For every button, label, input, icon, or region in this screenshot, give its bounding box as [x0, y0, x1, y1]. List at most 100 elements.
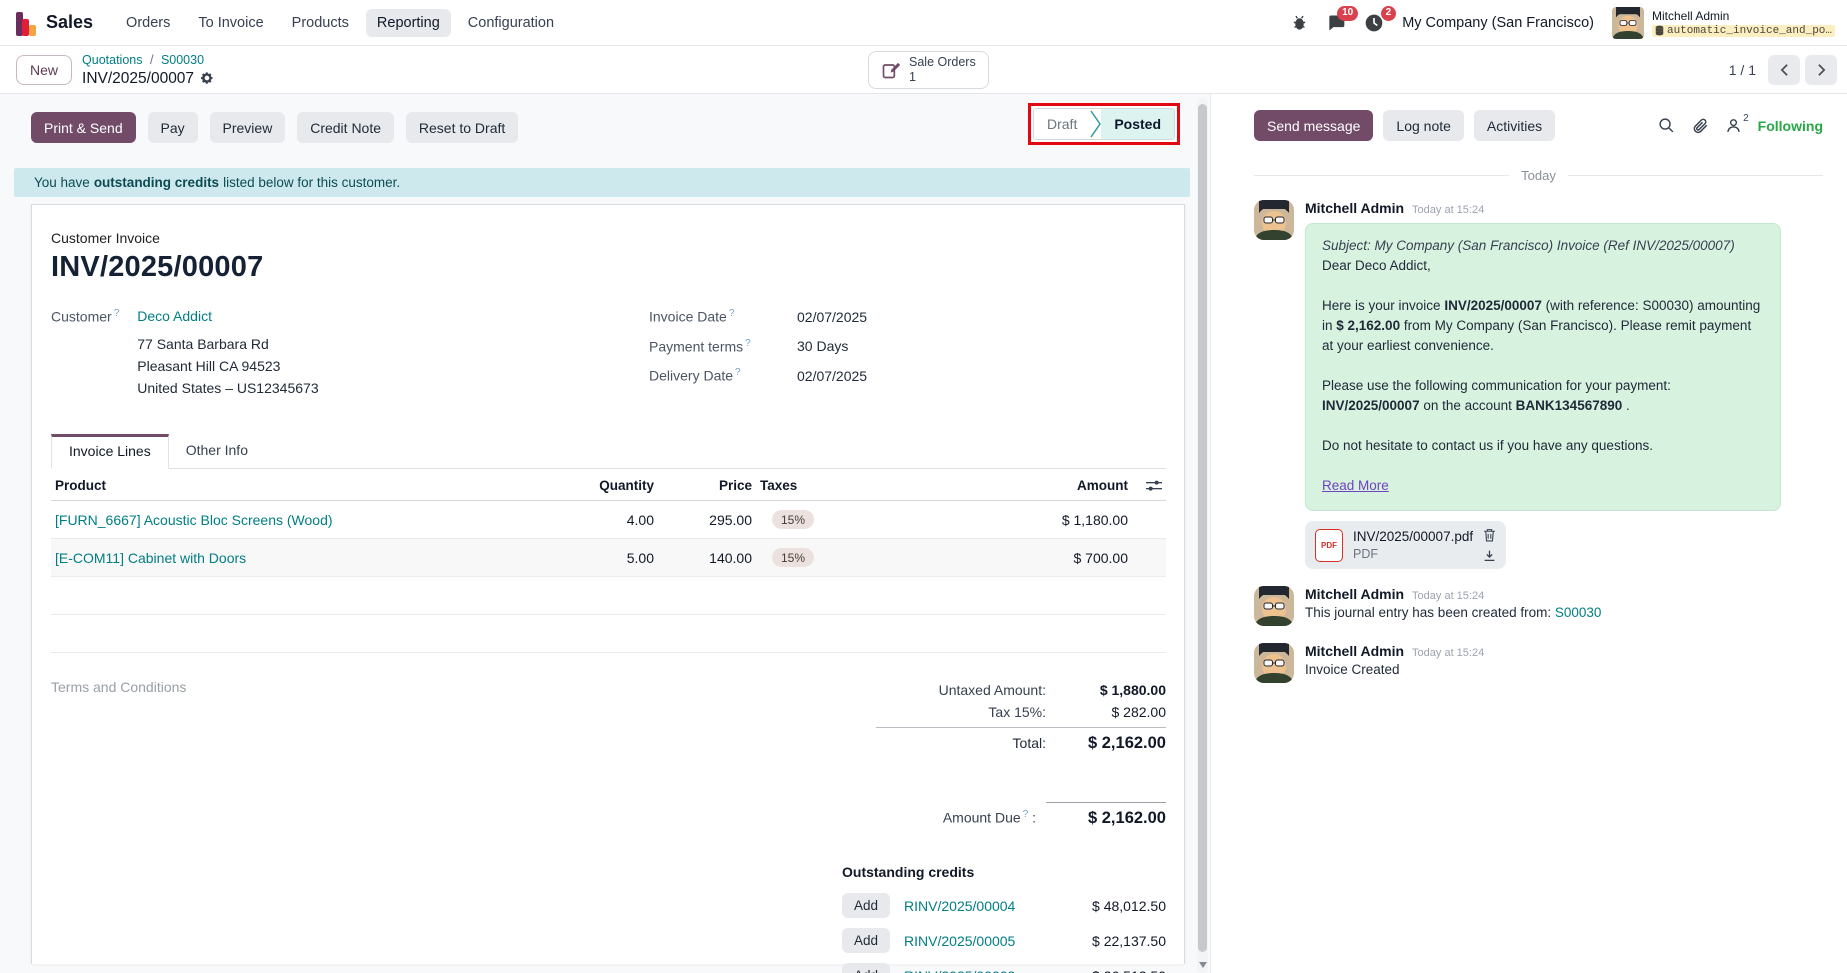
optional-columns-icon[interactable] [1132, 469, 1166, 501]
messages-icon[interactable]: 10 [1326, 5, 1359, 33]
credit-note-button[interactable]: Credit Note [297, 112, 395, 143]
product-link[interactable]: [E-COM11] Cabinet with Doors [55, 549, 247, 566]
price-cell[interactable]: 295.00 [658, 500, 756, 539]
add-credit-button[interactable]: Add [842, 963, 891, 973]
reset-to-draft-button[interactable]: Reset to Draft [405, 112, 519, 143]
preview-button[interactable]: Preview [209, 112, 286, 143]
avatar [1254, 200, 1294, 240]
table-row: [E-COM11] Cabinet with Doors 5.00 140.00… [51, 538, 1166, 577]
add-credit-button[interactable]: Add [842, 893, 891, 918]
payment-terms-value[interactable]: 30 Days [797, 338, 849, 355]
tab-other-info[interactable]: Other Info [185, 442, 248, 458]
pager-previous-button[interactable] [1768, 55, 1800, 85]
database-icon [1655, 25, 1664, 36]
following-toggle[interactable]: Following [1757, 117, 1823, 134]
message-author[interactable]: Mitchell Admin [1305, 200, 1405, 216]
header-taxes: Taxes [756, 469, 944, 501]
message-author[interactable]: Mitchell Admin [1305, 586, 1405, 602]
message-body: Invoice Created [1305, 662, 1400, 677]
attachments-icon[interactable] [1691, 117, 1709, 135]
read-more-link[interactable]: Read More [1322, 478, 1389, 493]
add-credit-button[interactable]: Add [842, 928, 891, 953]
status-arrow-icon [1090, 109, 1102, 139]
pay-button[interactable]: Pay [147, 112, 198, 143]
tax-tag[interactable]: 15% [772, 510, 815, 529]
email-greeting: Dear Deco Addict, [1322, 258, 1431, 273]
delivery-date-value[interactable]: 02/07/2025 [797, 367, 868, 384]
help-mark: ? [113, 308, 120, 319]
invoice-sheet: Customer Invoice INV/2025/00007 Customer… [31, 204, 1185, 973]
delete-attachment-icon[interactable] [1483, 528, 1496, 542]
tax-tag[interactable]: 15% [772, 548, 815, 567]
table-header-row: Product Quantity Price Taxes Amount [51, 469, 1166, 501]
message-time: Today at 15:24 [1412, 204, 1485, 216]
message-email: Mitchell Admin Today at 15:24 Subject: M… [1254, 200, 1823, 569]
invoice-date-value[interactable]: 02/07/2025 [797, 308, 868, 325]
scrollbar-down-arrow[interactable] [1198, 960, 1207, 970]
send-message-button[interactable]: Send message [1254, 110, 1374, 141]
odoo-logo-icon [16, 10, 36, 36]
sale-orders-stat-button[interactable]: Sale Orders 1 [868, 51, 989, 89]
pager-next-button[interactable] [1805, 55, 1837, 85]
email-paragraph: Please use the following communication f… [1322, 378, 1671, 413]
untaxed-amount-value: $ 1,880.00 [1099, 682, 1166, 698]
control-panel: New Quotations / S00030 INV/2025/00007 S… [0, 46, 1847, 94]
search-messages-icon[interactable] [1658, 117, 1675, 134]
print-send-button[interactable]: Print & Send [31, 112, 136, 143]
breadcrumb: Quotations / S00030 INV/2025/00007 [82, 51, 214, 88]
credit-ref-link[interactable]: RINV/2025/00005 [904, 932, 1016, 949]
company-switcher[interactable]: My Company (San Francisco) [1402, 14, 1594, 31]
notebook-tabs: Invoice Lines Other Info [51, 433, 1166, 469]
app-name[interactable]: Sales [46, 12, 94, 32]
menu-orders[interactable]: Orders [126, 14, 171, 31]
menu-reporting[interactable]: Reporting [365, 8, 451, 37]
credit-ref-link[interactable]: RINV/2025/00003 [904, 968, 1015, 973]
log-note-button[interactable]: Log note [1383, 110, 1464, 141]
menu-configuration[interactable]: Configuration [467, 14, 555, 31]
status-draft[interactable]: Draft [1034, 109, 1091, 139]
menu-to-invoice[interactable]: To Invoice [198, 14, 264, 31]
attachment-card[interactable]: PDF INV/2025/00007.pdf PDF [1305, 521, 1507, 569]
bug-icon[interactable] [1291, 14, 1308, 31]
new-button[interactable]: New [16, 54, 73, 85]
breadcrumb-order[interactable]: S00030 [160, 53, 205, 67]
user-menu[interactable]: Mitchell Admin automatic_invoice_and_po… [1611, 6, 1835, 39]
message-author[interactable]: Mitchell Admin [1305, 643, 1405, 659]
price-cell[interactable]: 140.00 [658, 538, 756, 577]
document-type: Customer Invoice [51, 230, 160, 246]
attachment-type: PDF [1353, 547, 1378, 561]
message-time: Today at 15:24 [1412, 590, 1485, 602]
attachment-name[interactable]: INV/2025/00007.pdf [1353, 529, 1474, 544]
scrollbar-thumb[interactable] [1198, 104, 1207, 952]
totals-block: Untaxed Amount: $ 1,880.00 Tax 15%: $ 28… [876, 679, 1166, 828]
tab-invoice-lines[interactable]: Invoice Lines [51, 434, 169, 469]
header-amount: Amount [944, 469, 1132, 501]
breadcrumb-quotations[interactable]: Quotations [82, 53, 143, 67]
email-paragraph: Do not hesitate to contact us if you hav… [1322, 438, 1653, 453]
stat-count: 1 [909, 70, 916, 84]
product-link[interactable]: [FURN_6667] Acoustic Bloc Screens (Wood) [55, 511, 333, 528]
email-body-card: Subject: My Company (San Francisco) Invo… [1305, 223, 1781, 511]
activities-button[interactable]: Activities [1473, 110, 1556, 141]
activities-clock-icon[interactable]: 2 [1364, 5, 1397, 33]
followers-icon[interactable]: 2 [1725, 113, 1749, 134]
source-order-link[interactable]: S00030 [1554, 605, 1602, 620]
avatar [1611, 6, 1644, 39]
amount-cell: $ 700.00 [944, 538, 1132, 577]
terms-and-conditions-placeholder[interactable]: Terms and Conditions [51, 679, 187, 695]
message-note: Mitchell Admin Today at 15:24 Invoice Cr… [1254, 643, 1823, 683]
record-title: INV/2025/00007 [82, 69, 195, 87]
quantity-cell[interactable]: 4.00 [546, 500, 658, 539]
status-posted[interactable]: Posted [1101, 109, 1175, 139]
download-attachment-icon[interactable] [1483, 549, 1496, 562]
customer-link[interactable]: Deco Addict [137, 308, 212, 324]
quantity-cell[interactable]: 5.00 [546, 538, 658, 577]
main-menu: Orders To Invoice Products Reporting Con… [115, 8, 565, 37]
customer-address: 77 Santa Barbara Rd Pleasant Hill CA 945… [137, 336, 319, 396]
settings-gear-icon[interactable] [200, 71, 214, 85]
menu-products[interactable]: Products [291, 14, 349, 31]
tax-value: $ 282.00 [1111, 704, 1167, 720]
credit-ref-link[interactable]: RINV/2025/00004 [904, 897, 1016, 914]
tax-label: Tax 15%: [988, 704, 1046, 720]
breadcrumb-separator: / [149, 53, 154, 67]
